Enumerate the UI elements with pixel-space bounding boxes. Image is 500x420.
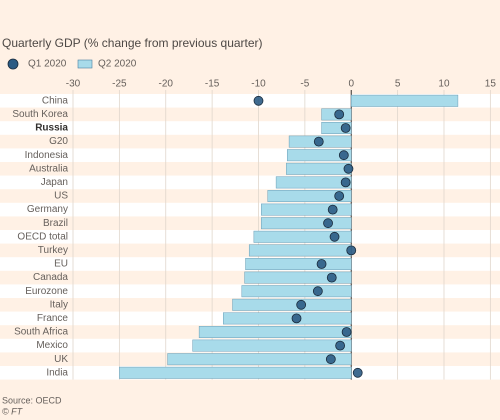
category-label: US	[54, 191, 68, 202]
x-tick-label: -20	[159, 79, 174, 90]
bar	[275, 176, 352, 189]
dot	[253, 95, 264, 106]
bar	[350, 94, 459, 107]
bar	[223, 312, 352, 325]
bar	[198, 326, 352, 338]
row-stripe	[0, 230, 500, 244]
dot	[327, 204, 338, 215]
category-label: South Africa	[14, 327, 68, 338]
category-label: India	[46, 367, 68, 378]
dot	[343, 163, 354, 174]
category-label: OECD total	[17, 231, 68, 242]
category-label: Turkey	[38, 245, 68, 256]
legend-marker	[77, 59, 93, 69]
category-label: EU	[54, 259, 68, 270]
dot	[338, 150, 349, 161]
bar	[261, 203, 352, 216]
category-label: Eurozone	[25, 286, 68, 297]
x-tick-label: 5	[395, 79, 401, 90]
legend-marker	[7, 58, 19, 70]
dot	[296, 299, 307, 310]
bar	[192, 339, 352, 352]
category-label: Italy	[50, 299, 68, 310]
category-label: Indonesia	[25, 150, 69, 161]
bar	[119, 366, 352, 379]
dot	[323, 218, 333, 229]
row-stripe	[0, 121, 500, 135]
x-tick-label: 15	[485, 79, 497, 90]
legend-label: Q2 2020	[98, 59, 137, 70]
category-label: Canada	[33, 272, 68, 283]
bar	[321, 122, 352, 134]
bar	[232, 298, 352, 311]
bar	[253, 230, 352, 243]
bar	[286, 149, 352, 162]
chart-subtitle: Quarterly GDP (% change from previous qu…	[2, 36, 263, 50]
bar	[244, 271, 352, 284]
dot	[346, 245, 357, 256]
x-tick-label: -10	[251, 79, 266, 90]
dot	[340, 177, 351, 188]
dot	[312, 286, 323, 297]
dot	[334, 191, 345, 201]
category-label: Australia	[29, 163, 68, 174]
x-tick-label: -25	[112, 79, 127, 90]
bar	[267, 190, 352, 202]
category-label: France	[37, 313, 69, 324]
bar	[248, 244, 352, 257]
x-tick-label: -30	[66, 79, 81, 90]
dot	[340, 123, 351, 133]
category-label: Germany	[27, 204, 68, 215]
row-stripe	[0, 202, 500, 217]
bar	[245, 258, 352, 270]
credit: © FT	[2, 406, 24, 416]
dot	[329, 231, 340, 242]
category-label: Japan	[41, 177, 68, 188]
dot	[352, 367, 363, 378]
category-label: South Korea	[12, 109, 68, 120]
dot	[326, 272, 337, 283]
source: Source: OECD	[2, 395, 62, 405]
row-stripe	[0, 148, 500, 162]
category-label: Russia	[35, 123, 68, 134]
x-tick-label: -15	[205, 79, 220, 90]
dot	[313, 136, 324, 147]
bar	[261, 217, 352, 230]
dot	[334, 109, 345, 120]
dot	[291, 313, 302, 324]
bar	[167, 353, 352, 366]
dot	[335, 340, 346, 351]
x-tick-label: 10	[438, 79, 450, 90]
bar	[286, 162, 352, 175]
category-label: Brazil	[43, 218, 68, 229]
category-label: Mexico	[36, 340, 68, 351]
dot	[325, 354, 336, 365]
dot	[341, 327, 352, 337]
row-stripe	[0, 175, 500, 190]
category-label: G20	[49, 136, 68, 147]
x-tick-label: 0	[348, 79, 354, 90]
dot	[316, 259, 327, 269]
bar	[241, 285, 352, 298]
x-tick-label: -5	[300, 79, 309, 90]
category-label: China	[42, 95, 69, 106]
category-label: UK	[54, 354, 68, 365]
legend-label: Q1 2020	[28, 59, 67, 70]
